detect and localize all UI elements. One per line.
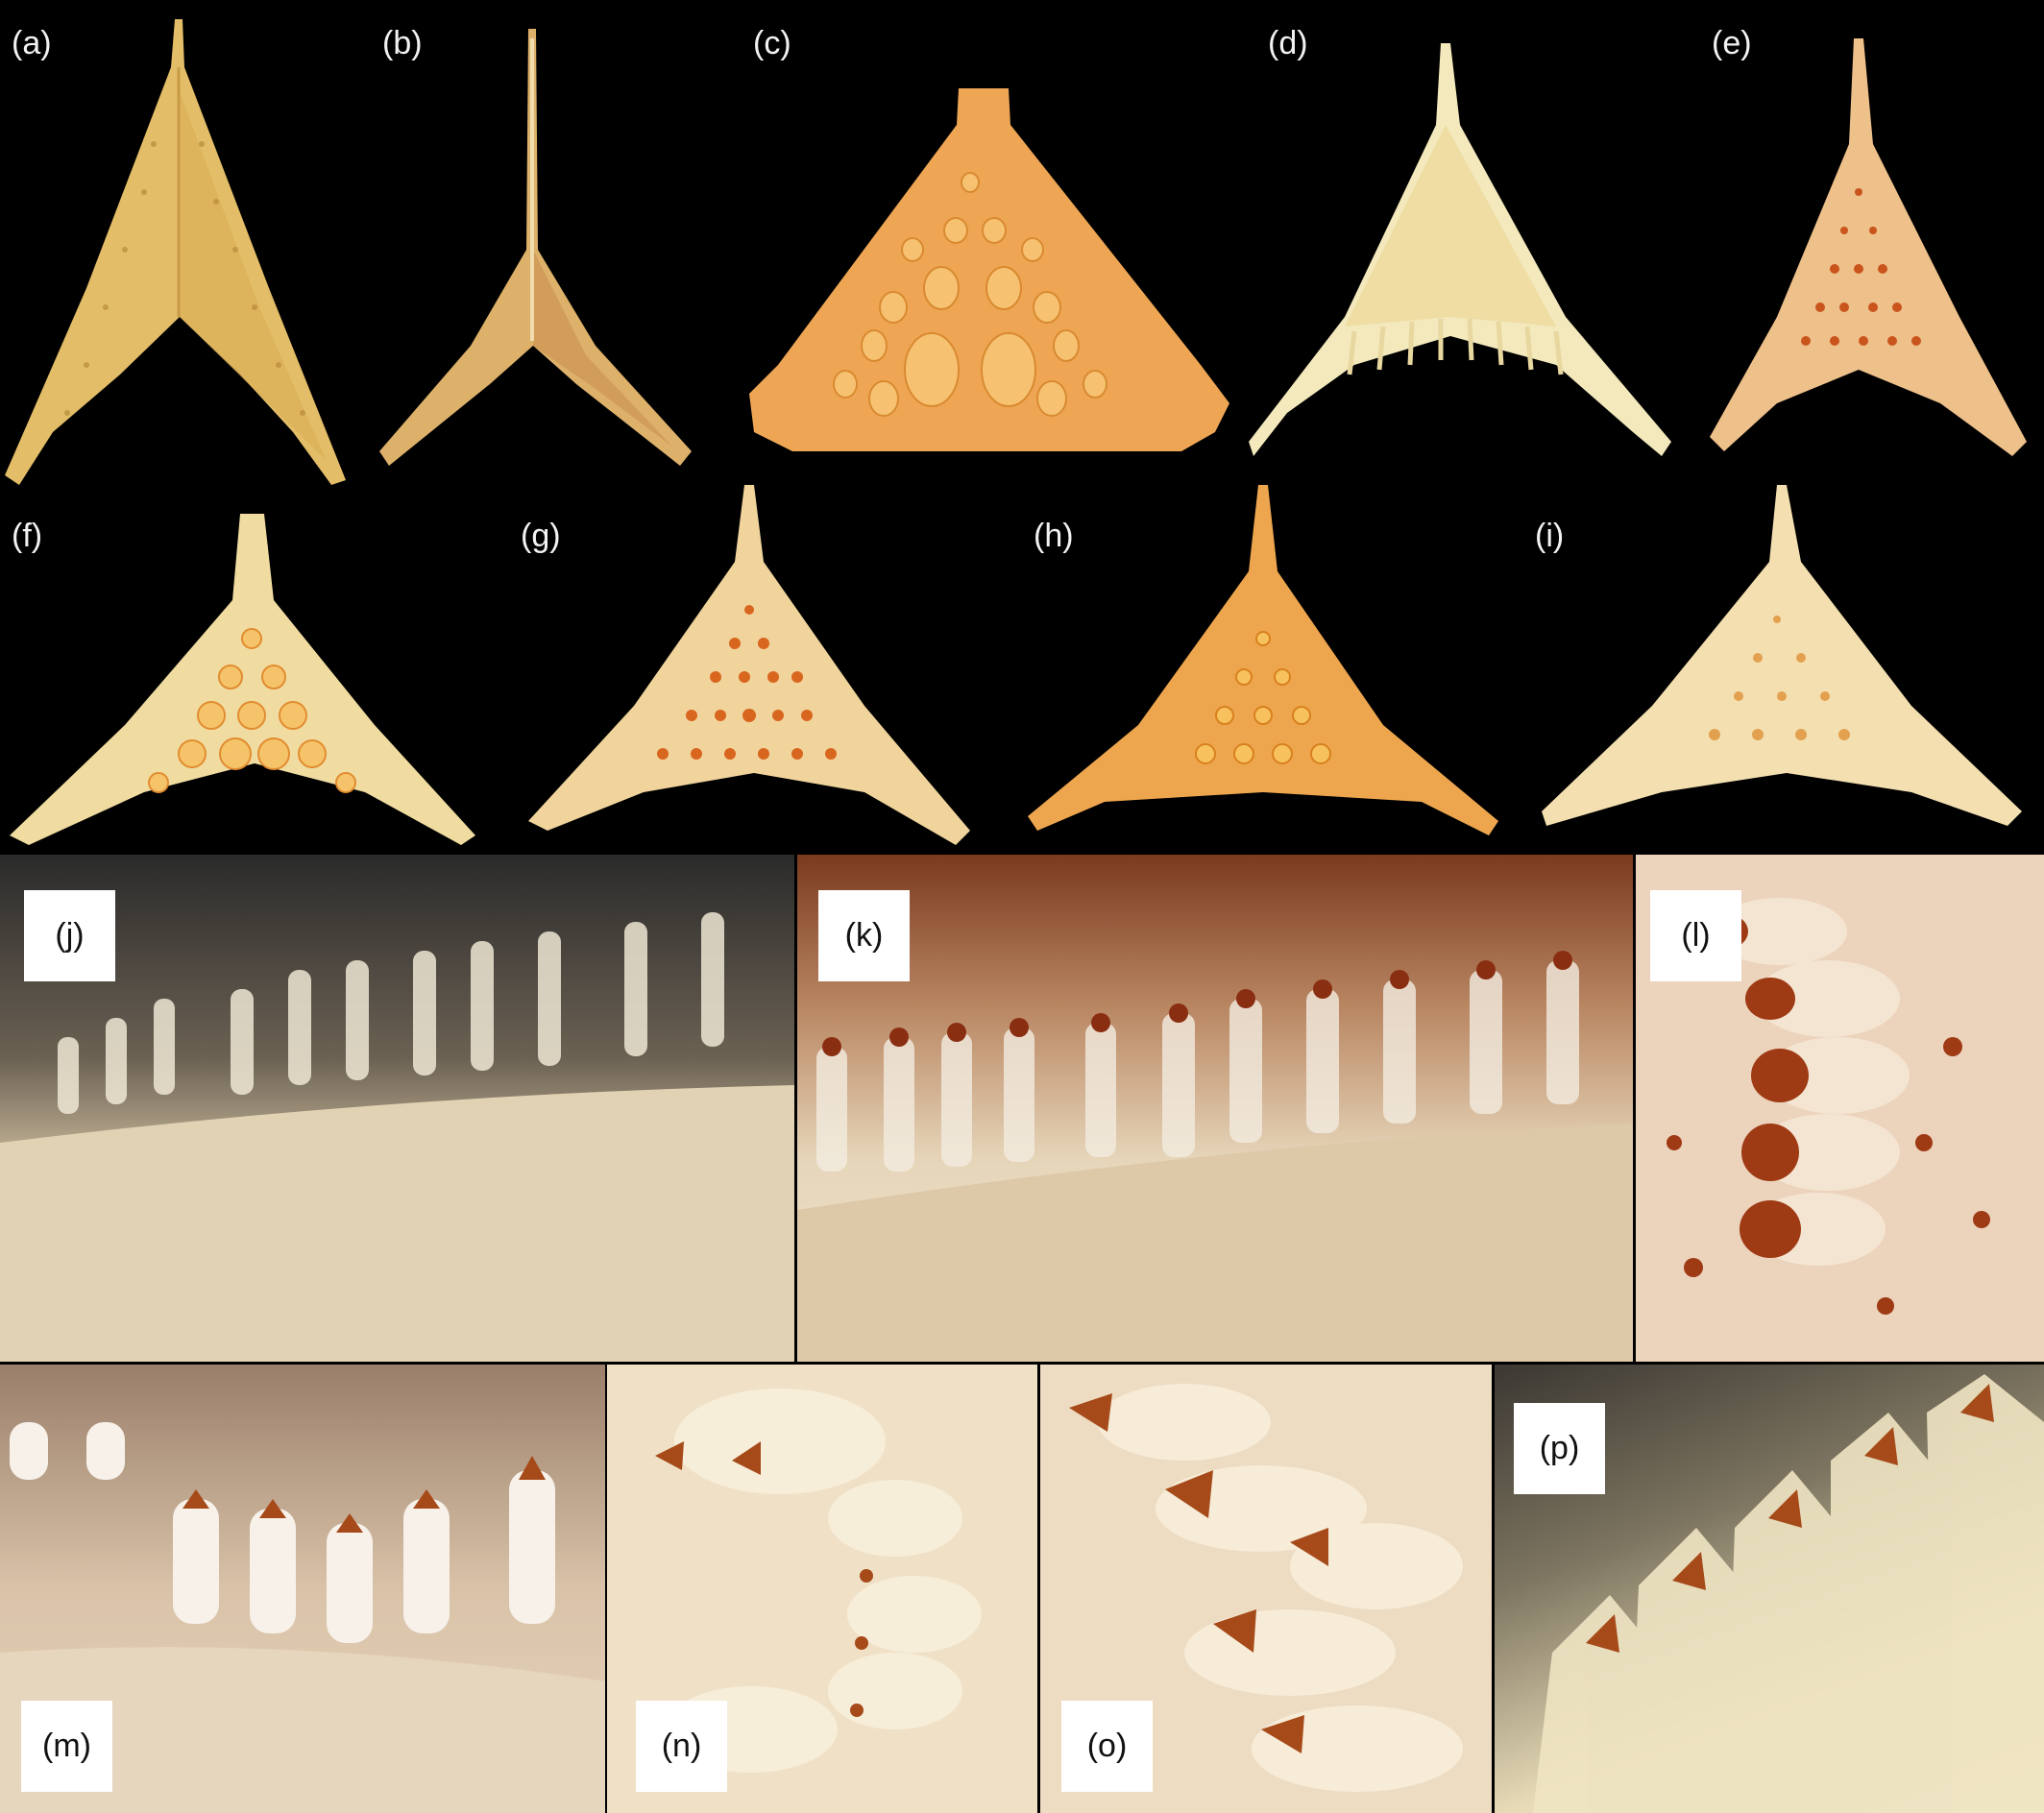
plate-image-h (1028, 485, 1498, 835)
spine-row-image-l (1667, 898, 1990, 1315)
panel-b: (b) (365, 0, 730, 485)
panel-label-k: (k) (818, 890, 910, 981)
panel-i: (i) (1518, 485, 2044, 855)
plate-image-d (1249, 43, 1671, 456)
panel-a: (a) (0, 0, 365, 485)
plate-image-i (1542, 485, 2022, 826)
spine-row-image-k (797, 951, 1633, 1362)
panel-label-a: (a) (12, 25, 52, 61)
panel-label-m: (m) (21, 1701, 112, 1792)
panel-label-o: (o) (1061, 1701, 1153, 1792)
panel-j: (j) (0, 855, 794, 1362)
panel-e: (e) (1700, 0, 2044, 485)
plate-image-b (379, 29, 692, 466)
spine-row-image-j (0, 912, 794, 1362)
spine-row-image-o (1069, 1384, 1463, 1792)
panel-k: (k) (797, 855, 1633, 1362)
panel-d: (d) (1249, 0, 1700, 485)
panel-n: (n) (607, 1365, 1037, 1813)
panel-label-l: (l) (1650, 890, 1741, 981)
panel-label-c: (c) (753, 25, 791, 61)
panel-label-b: (b) (382, 25, 423, 61)
spine-row-image-m (0, 1422, 605, 1813)
panel-label-n: (n) (636, 1701, 727, 1792)
panel-o: (o) (1040, 1365, 1492, 1813)
panel-label-g: (g) (521, 518, 561, 554)
panel-label-h: (h) (1034, 518, 1074, 554)
panel-label-j: (j) (24, 890, 115, 981)
plate-image-f (10, 514, 475, 845)
panel-label-d: (d) (1268, 25, 1308, 61)
plate-image-a (5, 19, 346, 485)
panel-label-p: (p) (1514, 1403, 1605, 1494)
panel-h: (h) (999, 485, 1518, 855)
panel-c: (c) (730, 0, 1249, 485)
panel-label-i: (i) (1535, 518, 1565, 554)
panel-l: (l) (1636, 855, 2044, 1362)
plate-image-e (1710, 38, 2027, 456)
spine-row-image-p (1533, 1374, 2044, 1813)
panel-g: (g) (499, 485, 999, 855)
panel-f: (f) (0, 485, 499, 855)
panel-label-f: (f) (12, 518, 43, 554)
panel-label-e: (e) (1712, 25, 1752, 61)
plate-image-c (749, 88, 1229, 451)
panel-m: (m) (0, 1365, 605, 1813)
panel-p: (p) (1495, 1365, 2044, 1813)
plate-image-g (528, 485, 970, 845)
